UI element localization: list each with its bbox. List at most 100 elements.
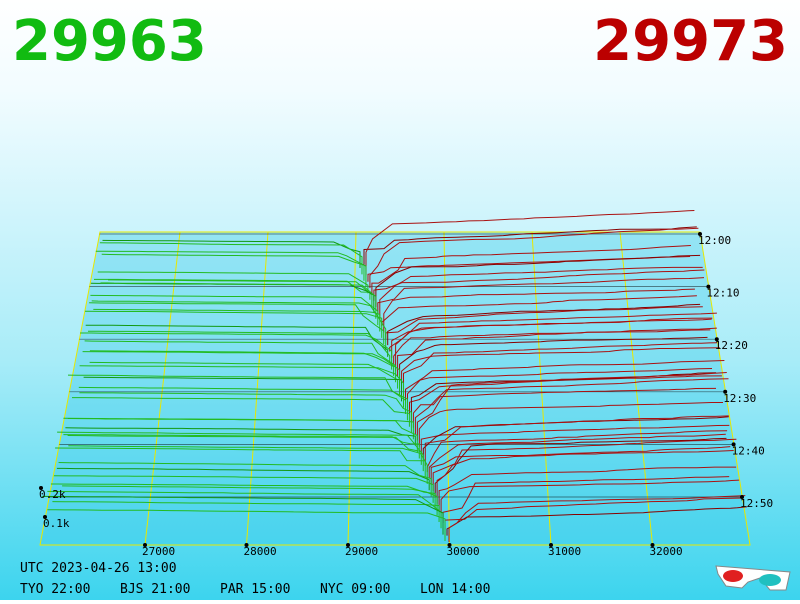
ask-depth-line [373,269,705,301]
ask-depth-line [395,312,717,371]
tick-dot [244,543,249,547]
ask-depth-line [397,329,711,377]
ask-depth-line [438,466,737,511]
city-time: NYC 09:00 [320,582,390,597]
tick-dot [39,486,43,490]
ask-depth-line [420,424,730,454]
bid-depth-line [63,434,420,459]
bid-depth-line [72,397,410,427]
ask-depth-line [426,430,728,473]
bid-depth-line [89,361,399,389]
ask-depth-line [418,402,723,447]
bid-depth-line [84,340,397,383]
ask-depth-line [434,437,727,498]
price-tick-label: 30000 [447,545,480,558]
ask-depth-line [430,446,731,485]
ask-depth-line [365,210,695,276]
bid-depth-line [50,483,436,510]
ask-depth-line [401,347,720,390]
ask-depth-line [404,360,725,403]
ask-depth-line [387,303,701,346]
ask-depth-line [389,317,713,352]
time-tick-label: 12:40 [732,444,765,457]
ask-depth-line [391,318,712,358]
bid-depth-line [85,324,389,357]
city-time: BJS 21:00 [120,582,190,597]
utc-time: UTC 2023-04-26 13:00 [20,561,177,576]
tick-dot [346,543,350,547]
tick-dot [706,284,711,289]
bid-depth-line [58,462,432,497]
bid-depth-line [52,501,440,522]
price-grid-line [443,231,450,546]
city-times: TYO 22:00 BJS 21:00 PAR 15:00 NYC 09:00 LON … [20,582,490,597]
tick-dot [650,543,655,547]
ask-depth-line [412,387,717,428]
bid-depth-line [87,330,391,364]
bid-depth-line [101,253,365,281]
ask-depth-line [408,375,722,416]
city-time: PAR 15:00 [220,582,290,597]
bid-depth-line [79,365,405,408]
city-time: TYO 22:00 [20,582,90,597]
bid-depth-line [100,282,377,319]
ask-depth-line [444,497,744,530]
ask-depth-line [432,438,737,492]
ask-price: 29973 [593,9,788,74]
price-tick-label: 31000 [548,545,581,558]
ask-depth-line [406,368,713,409]
time-tick-label: 12:20 [715,339,748,352]
bid-depth-line [99,242,363,275]
axis-labels: 27000 28000 29000 30000 31000 32000 12:00 12:10… [39,232,773,558]
tick-dot [549,543,553,547]
price-tick-label: 32000 [650,545,683,558]
bid-depth-line [89,350,395,376]
tick-dot [723,389,728,394]
bid-depth-line [79,392,412,434]
ask-depth-line [381,295,697,327]
ask-depth-line [440,479,740,517]
time-tick-label: 12:00 [698,234,731,247]
bid-depth-line [107,279,373,307]
bid-depth-line [95,250,367,288]
depth-lines [42,210,748,542]
tick-dot [698,232,702,236]
bid-depth-line [55,447,426,478]
tick-dot [43,515,47,519]
bid-depth-line [65,427,416,446]
floor-plane [39,231,751,546]
tick-dot [731,442,736,447]
bid-depth-line [93,308,381,332]
ask-depth-line [399,336,708,384]
bid-depth-line [78,386,408,421]
ask-depth-line [424,415,729,466]
volume-tick-label: 0.1k [43,517,70,530]
price-grid-line [347,231,357,546]
ask-depth-line [371,245,691,295]
bid-depth-line [53,475,434,503]
ask-depth-line [377,277,705,314]
bid-depth-line [67,435,422,465]
bid-depth-line [83,376,403,402]
ask-depth-line [446,506,748,536]
bid-depth-line [89,302,385,345]
bid-depth-line [62,485,438,516]
tick-dot [143,543,147,547]
price-tick-label: 27000 [142,545,175,558]
bid-depth-line [90,294,379,326]
bid-depth-line [47,509,446,541]
bid-depth-line [102,239,361,268]
ask-depth-line [436,450,734,504]
price-tick-label: 28000 [244,545,277,558]
ask-depth-line [375,254,701,308]
volume-tick-label: 0.2k [39,488,66,501]
ask-depth-line [402,342,717,396]
ask-depth-line [385,306,703,339]
bid-depth-line [91,300,387,351]
ask-depth-line [379,266,703,320]
ask-depth-line [369,227,699,289]
tick-dot [740,495,744,499]
time-tick-label: 12:10 [706,287,739,300]
